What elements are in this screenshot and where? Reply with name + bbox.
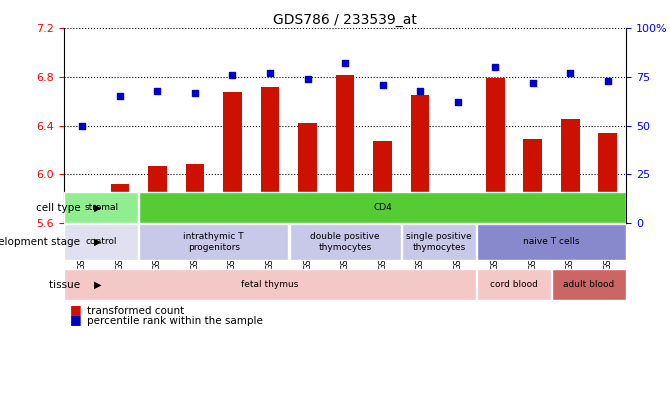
Point xyxy=(265,70,275,76)
Bar xyxy=(148,166,167,223)
Title: GDS786 / 233539_at: GDS786 / 233539_at xyxy=(273,13,417,27)
Text: development stage: development stage xyxy=(0,237,84,247)
Text: single positive
thymocytes: single positive thymocytes xyxy=(406,232,472,252)
Point xyxy=(115,93,125,100)
Text: stromal: stromal xyxy=(84,203,118,212)
Text: cord blood: cord blood xyxy=(490,280,538,289)
Point xyxy=(602,78,613,84)
Text: naive T cells: naive T cells xyxy=(523,237,580,247)
Text: cell type: cell type xyxy=(36,202,84,213)
Bar xyxy=(523,139,542,223)
FancyBboxPatch shape xyxy=(477,269,551,301)
Bar xyxy=(186,164,204,223)
Bar xyxy=(261,87,279,223)
Text: CD4: CD4 xyxy=(373,203,392,212)
Point xyxy=(340,60,350,66)
Point xyxy=(527,79,538,86)
Bar xyxy=(486,78,505,223)
FancyBboxPatch shape xyxy=(139,192,626,224)
Bar xyxy=(298,123,317,223)
Text: percentile rank within the sample: percentile rank within the sample xyxy=(87,316,263,326)
FancyBboxPatch shape xyxy=(64,269,476,301)
Text: adult blood: adult blood xyxy=(563,280,614,289)
Bar xyxy=(598,133,617,223)
Point xyxy=(452,99,463,105)
Point xyxy=(227,72,238,78)
Bar xyxy=(561,119,580,223)
Text: fetal thymus: fetal thymus xyxy=(241,280,299,289)
Text: ▶: ▶ xyxy=(94,237,101,247)
Point xyxy=(415,87,425,94)
Bar xyxy=(411,95,429,223)
FancyBboxPatch shape xyxy=(139,224,288,260)
Bar xyxy=(73,222,92,223)
Point xyxy=(490,64,500,70)
Point xyxy=(190,89,200,96)
Bar xyxy=(448,192,467,223)
Text: ■: ■ xyxy=(70,303,86,316)
Point xyxy=(77,122,88,129)
Text: ▶: ▶ xyxy=(94,202,101,213)
FancyBboxPatch shape xyxy=(289,224,401,260)
Bar xyxy=(111,184,129,223)
Point xyxy=(377,81,388,88)
Text: intrathymic T
progenitors: intrathymic T progenitors xyxy=(184,232,244,252)
FancyBboxPatch shape xyxy=(477,224,626,260)
Text: double positive
thymocytes: double positive thymocytes xyxy=(310,232,380,252)
Text: tissue: tissue xyxy=(50,279,84,290)
Bar xyxy=(223,92,242,223)
FancyBboxPatch shape xyxy=(64,192,138,224)
FancyBboxPatch shape xyxy=(402,224,476,260)
Text: ▶: ▶ xyxy=(94,279,101,290)
Bar xyxy=(336,75,354,223)
Text: control: control xyxy=(85,237,117,247)
Text: transformed count: transformed count xyxy=(87,306,184,316)
Point xyxy=(565,70,576,76)
Point xyxy=(152,87,163,94)
FancyBboxPatch shape xyxy=(552,269,626,301)
Text: ■: ■ xyxy=(70,313,86,326)
Point xyxy=(302,76,313,82)
FancyBboxPatch shape xyxy=(64,224,138,260)
Bar xyxy=(373,141,392,223)
